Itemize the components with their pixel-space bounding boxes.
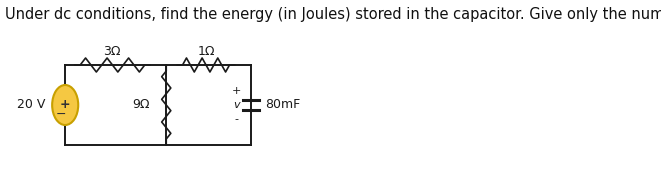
Text: 80mF: 80mF: [265, 99, 301, 111]
Text: v: v: [233, 100, 240, 110]
Text: +: +: [60, 98, 71, 111]
Text: -: -: [235, 114, 239, 124]
Text: 3Ω: 3Ω: [103, 45, 121, 58]
Text: −: −: [56, 107, 66, 121]
Text: 9Ω: 9Ω: [132, 99, 150, 111]
Text: Under dc conditions, find the energy (in Joules) stored in the capacitor. Give o: Under dc conditions, find the energy (in…: [5, 7, 661, 22]
Circle shape: [52, 85, 78, 125]
Text: +: +: [232, 86, 241, 96]
Text: 1Ω: 1Ω: [197, 45, 215, 58]
Text: 20 V: 20 V: [17, 99, 46, 111]
